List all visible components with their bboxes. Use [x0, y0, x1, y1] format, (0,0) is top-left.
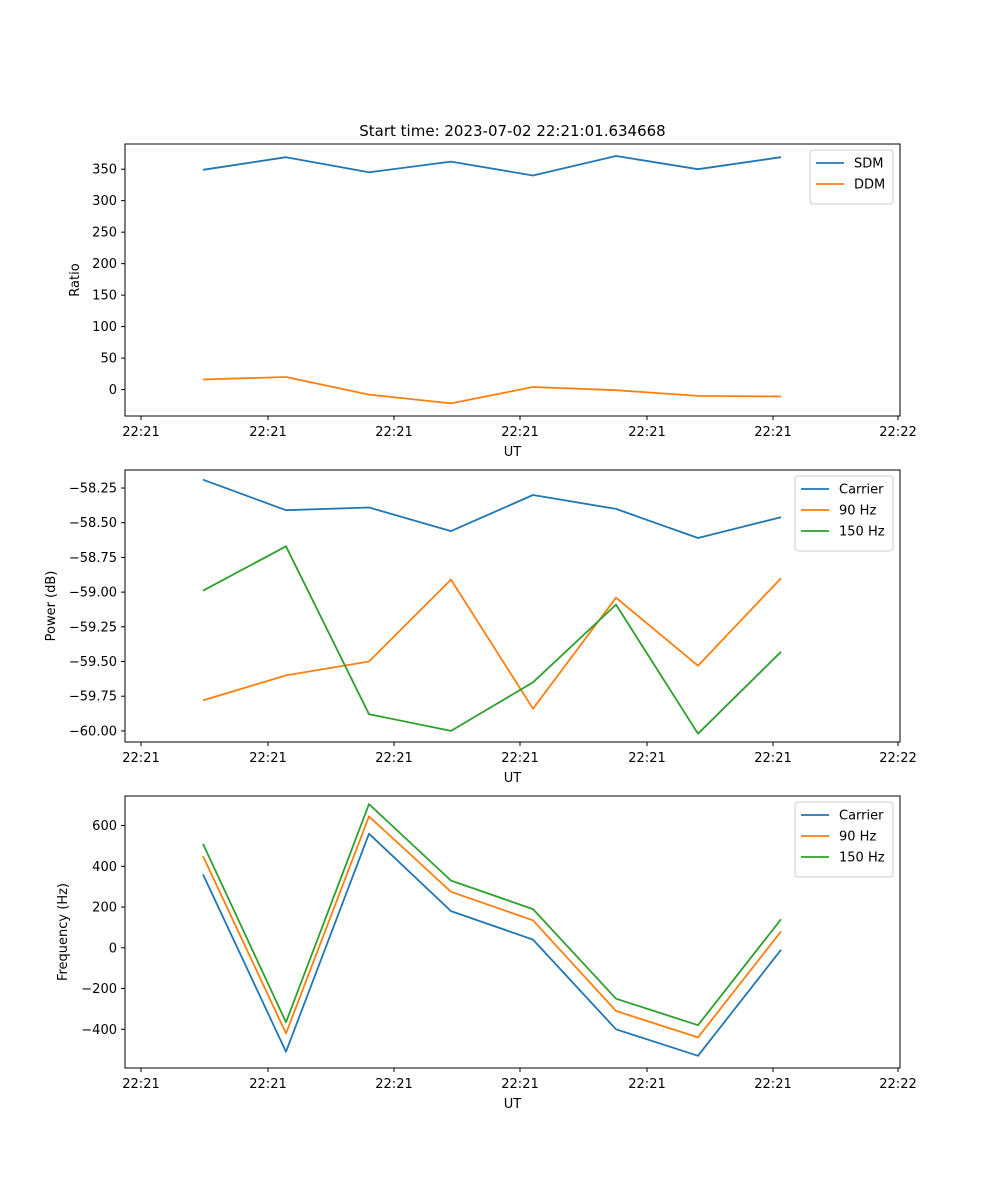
series-line-90-hz	[202, 815, 782, 1039]
x-tick-label: 22:21	[754, 751, 791, 766]
x-axis-label: UT	[504, 445, 522, 460]
axes-frame	[124, 469, 901, 743]
x-tick-label: 22:21	[501, 425, 538, 440]
x-tick-label: 22:21	[628, 751, 665, 766]
x-tick-label: 22:21	[249, 425, 286, 440]
x-tick-label: 22:21	[122, 1077, 159, 1092]
axes-frame	[124, 795, 901, 1069]
y-tick-label: −58.25	[69, 482, 117, 497]
legend-label: 90 Hz	[839, 504, 876, 519]
y-tick-label: 200	[92, 901, 117, 916]
y-axis-label: Power (dB)	[44, 571, 59, 642]
x-tick-label: 22:21	[754, 425, 791, 440]
y-tick-label: −59.00	[69, 586, 117, 601]
legend: Carrier 90 Hz 150 Hz	[794, 801, 894, 878]
chart-panel-3: 22:21 22:21 22:21 22:21 22:21 22:21 22:22 UT −40…	[56, 795, 917, 1112]
y-tick-label: 100	[92, 320, 117, 335]
x-tick-label: 22:21	[375, 425, 412, 440]
y-tick-label: 600	[92, 819, 117, 834]
y-tick-label: 400	[92, 860, 117, 875]
series-line-ddm	[202, 376, 782, 405]
y-tick-label: −59.25	[69, 620, 117, 635]
y-tick-label: −60.00	[69, 724, 117, 739]
legend-label: Carrier	[839, 809, 884, 824]
series-line-150-hz	[202, 545, 782, 735]
chart-panel-2: 22:21 22:21 22:21 22:21 22:21 22:21 22:22 UT −58…	[44, 469, 917, 786]
legend-label: 90 Hz	[839, 830, 876, 845]
axes-frame	[124, 143, 901, 417]
y-tick-label: 250	[92, 226, 117, 241]
legend-label: SDM	[854, 157, 883, 172]
y-tick-label: 150	[92, 289, 117, 304]
y-tick-label: 0	[109, 383, 117, 398]
y-tick-label: 0	[109, 941, 117, 956]
series-line-sdm	[202, 155, 782, 177]
x-tick-label: 22:22	[879, 751, 916, 766]
legend: Carrier 90 Hz 150 Hz	[794, 475, 894, 552]
y-tick-label: −59.75	[69, 690, 117, 705]
series-line-carrier	[202, 832, 782, 1057]
legend-label: 150 Hz	[839, 525, 885, 540]
x-tick-label: 22:21	[249, 751, 286, 766]
y-tick-label: 350	[92, 163, 117, 178]
chart-panel-1: Start time: 2023-07-02 22:21:01.634668 22…	[68, 122, 917, 460]
y-tick-label: −400	[81, 1023, 117, 1038]
legend-label: 150 Hz	[839, 851, 885, 866]
y-tick-label: −200	[81, 982, 117, 997]
x-tick-label: 22:21	[628, 1077, 665, 1092]
x-tick-label: 22:21	[501, 751, 538, 766]
x-tick-label: 22:21	[375, 751, 412, 766]
y-tick-label: 50	[100, 352, 117, 367]
x-tick-label: 22:22	[879, 1077, 916, 1092]
series-line-carrier	[202, 478, 782, 539]
series-line-150-hz	[202, 803, 782, 1027]
x-tick-label: 22:21	[249, 1077, 286, 1092]
x-tick-label: 22:22	[879, 425, 916, 440]
y-tick-label: 200	[92, 257, 117, 272]
y-tick-label: −58.50	[69, 516, 117, 531]
legend-box	[794, 801, 894, 878]
x-axis-label: UT	[504, 1097, 522, 1112]
legend-label: Carrier	[839, 483, 884, 498]
x-tick-label: 22:21	[122, 425, 159, 440]
y-tick-label: −59.50	[69, 655, 117, 670]
x-tick-label: 22:21	[501, 1077, 538, 1092]
x-axis-label: UT	[504, 771, 522, 786]
legend-label: DDM	[854, 178, 885, 193]
y-tick-label: −58.75	[69, 551, 117, 566]
series-line-90-hz	[202, 577, 782, 710]
legend-box	[794, 475, 894, 552]
y-axis-label: Frequency (Hz)	[56, 883, 71, 981]
x-tick-label: 22:21	[754, 1077, 791, 1092]
legend: SDM DDM	[809, 149, 894, 205]
x-tick-label: 22:21	[628, 425, 665, 440]
y-tick-label: 300	[92, 194, 117, 209]
chart-title: Start time: 2023-07-02 22:21:01.634668	[359, 122, 665, 140]
x-tick-label: 22:21	[122, 751, 159, 766]
x-tick-label: 22:21	[375, 1077, 412, 1092]
y-axis-label: Ratio	[68, 263, 83, 296]
